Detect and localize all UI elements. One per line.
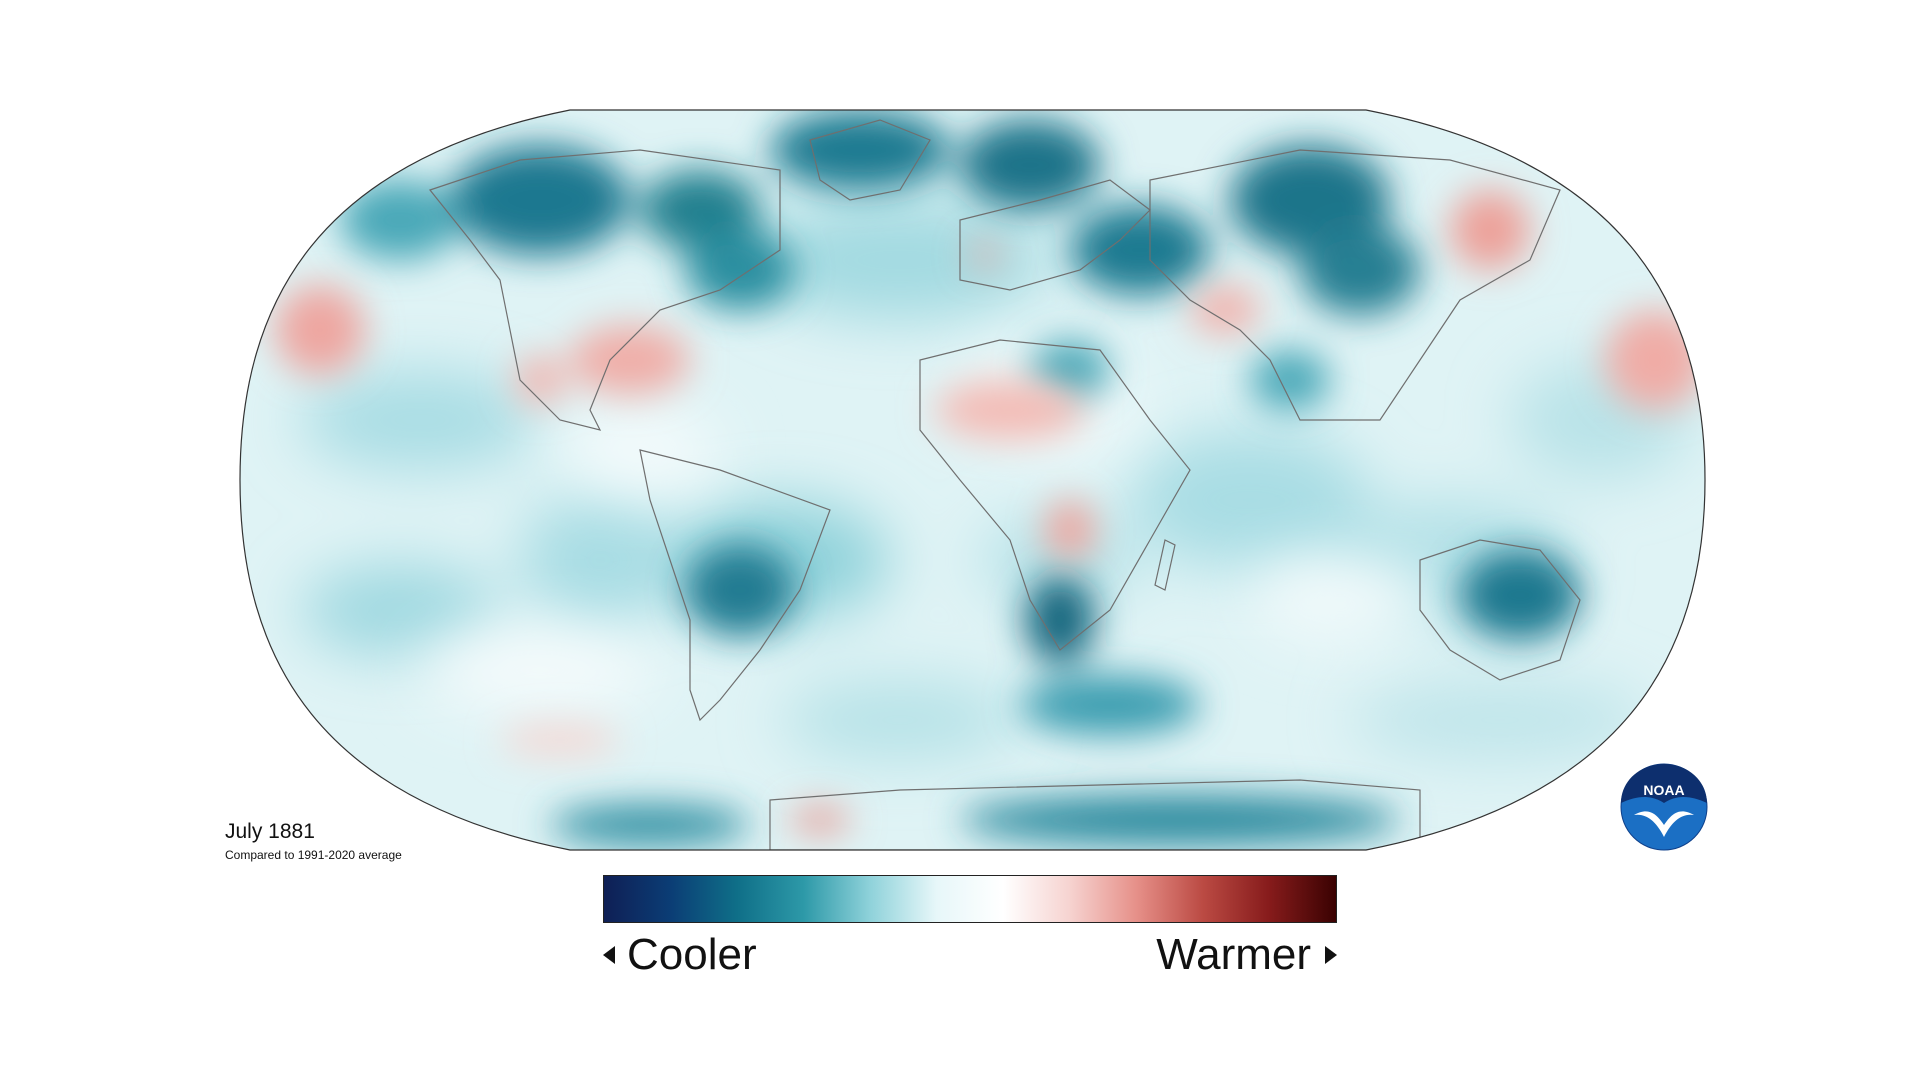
warmer-label-group: Warmer [1156,930,1337,980]
warm-patches [275,190,1705,832]
color-scale-bar [603,875,1337,923]
warmer-label: Warmer [1156,930,1311,979]
cooler-label-group: Cooler [603,930,757,980]
continent-outlines [428,119,1581,850]
cooler-label: Cooler [627,930,757,979]
greenland-outline [809,119,931,201]
europe-outline [959,179,1151,291]
noaa-logo-text: NOAA [1643,782,1684,798]
baseline-label: Compared to 1991-2020 average [225,848,402,862]
africa-outline [919,339,1191,651]
period-label: July 1881 [225,820,315,843]
right-arrow-icon [1325,946,1337,964]
map-border [239,109,1706,851]
strong-cool-patches [340,110,1580,845]
south-america-outline [639,449,831,722]
noaa-logo: NOAA [1620,763,1708,851]
madagascar-outline [1154,539,1176,591]
antarctica-outline [769,779,1421,850]
australia-outline [1419,539,1581,681]
left-arrow-icon [603,946,615,964]
north-america-outline [428,149,781,431]
asia-outline [1149,149,1561,421]
